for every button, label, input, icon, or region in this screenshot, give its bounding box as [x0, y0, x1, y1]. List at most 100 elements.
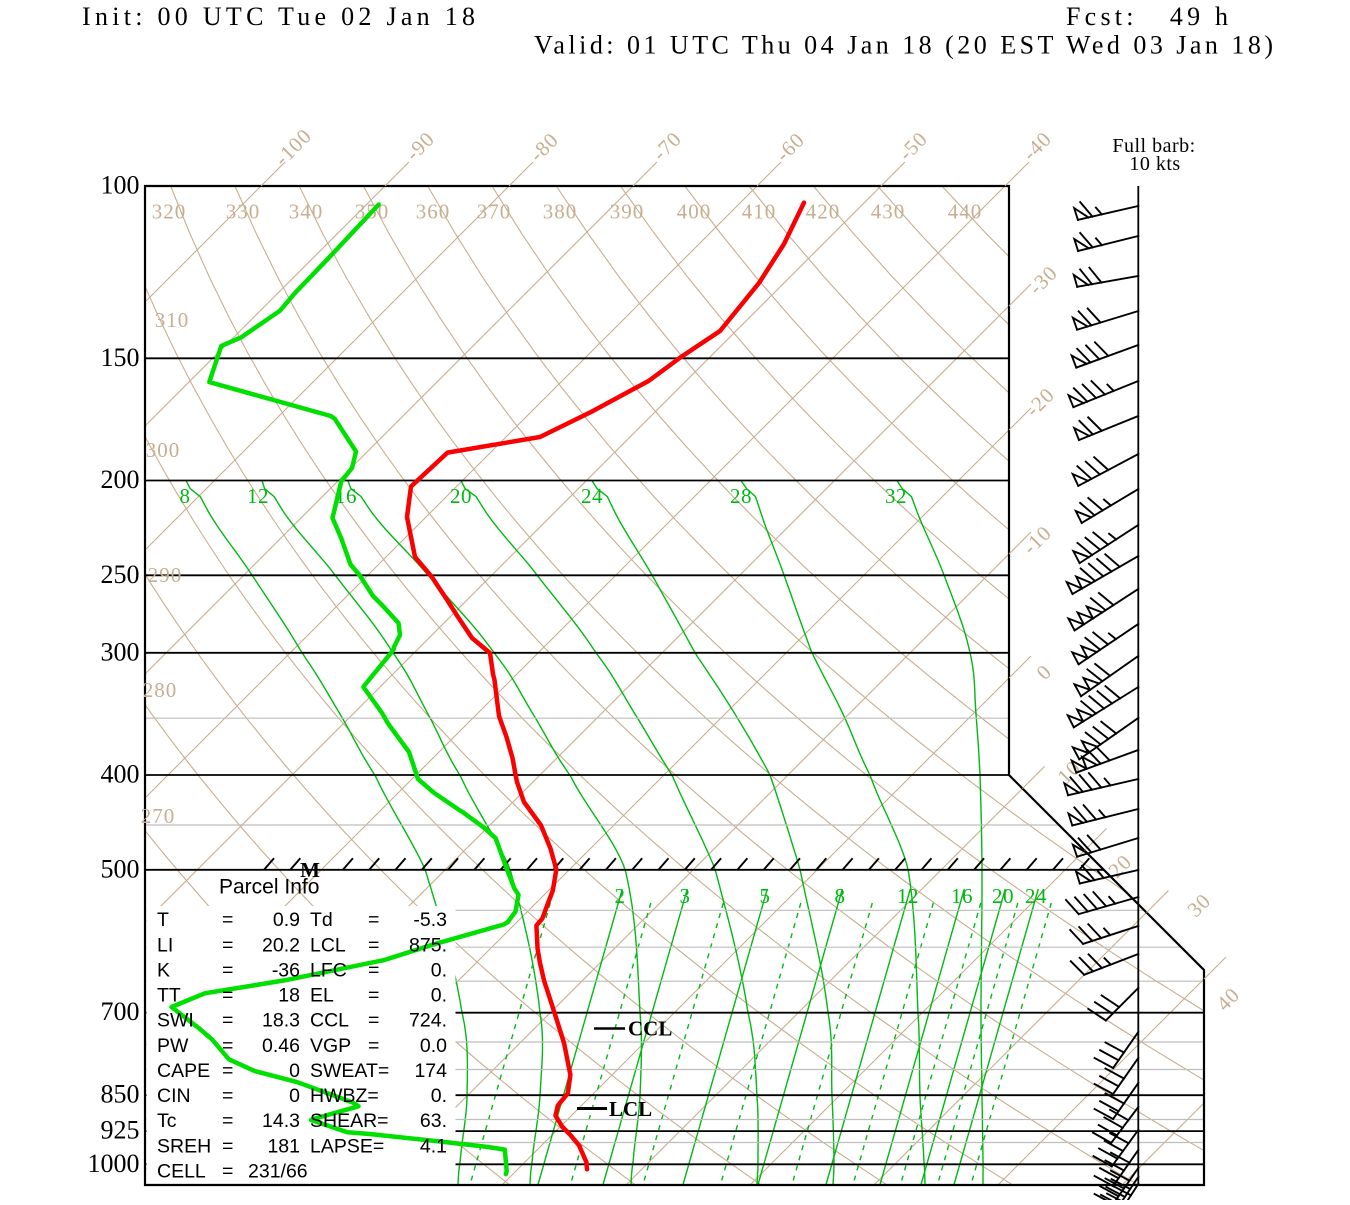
svg-text:0.: 0.: [431, 960, 447, 982]
svg-text:340: 340: [289, 200, 324, 224]
svg-text:320: 320: [152, 200, 187, 224]
svg-text:380: 380: [543, 200, 578, 224]
svg-text:420: 420: [806, 200, 841, 224]
svg-text:-36: -36: [272, 960, 300, 982]
svg-text:150: 150: [101, 343, 140, 372]
svg-text:=: =: [222, 934, 233, 956]
svg-text:360: 360: [416, 200, 451, 224]
svg-text:400: 400: [677, 200, 712, 224]
svg-text:Init: 00 UTC Tue 02 Jan 18: Init: 00 UTC Tue 02 Jan 18: [82, 2, 475, 31]
svg-text:12: 12: [897, 884, 919, 908]
svg-text:300: 300: [101, 637, 140, 666]
svg-text:20: 20: [992, 884, 1014, 908]
svg-text:500: 500: [101, 854, 140, 883]
svg-text:174: 174: [414, 1060, 447, 1082]
svg-text:181: 181: [267, 1135, 300, 1157]
svg-text:CAPE: CAPE: [157, 1060, 210, 1082]
svg-text:0.9: 0.9: [273, 909, 300, 931]
svg-text:=: =: [368, 1035, 379, 1057]
svg-text:20.2: 20.2: [262, 934, 300, 956]
svg-text:=: =: [368, 1010, 379, 1032]
svg-text:8: 8: [180, 484, 191, 508]
svg-text:M: M: [300, 858, 320, 882]
svg-text:=: =: [368, 960, 379, 982]
svg-text:SREH: SREH: [157, 1135, 211, 1157]
svg-text:=: =: [222, 1161, 233, 1183]
svg-text:Parcel Info: Parcel Info: [219, 876, 319, 899]
svg-text:0.: 0.: [431, 985, 447, 1007]
svg-text:CCL: CCL: [628, 1017, 672, 1041]
svg-text:2: 2: [615, 884, 626, 908]
svg-text:0.46: 0.46: [262, 1035, 300, 1057]
svg-text:0.: 0.: [431, 1085, 447, 1107]
svg-text:925: 925: [101, 1116, 140, 1145]
svg-text:=: =: [222, 960, 233, 982]
svg-text:280: 280: [143, 678, 178, 702]
svg-text:100: 100: [101, 171, 140, 200]
svg-text:Valid: 01 UTC Thu 04 Jan 18 (2: Valid: 01 UTC Thu 04 Jan 18 (20 EST Wed …: [534, 31, 1273, 60]
svg-text:18.3: 18.3: [262, 1010, 300, 1032]
svg-text:HWBZ=: HWBZ=: [310, 1085, 379, 1107]
svg-text:0.0: 0.0: [420, 1035, 447, 1057]
svg-text:875.: 875.: [409, 934, 447, 956]
svg-text:LFC: LFC: [310, 960, 347, 982]
svg-text:1000: 1000: [88, 1149, 140, 1178]
svg-text:=: =: [222, 985, 233, 1007]
svg-text:5: 5: [760, 884, 771, 908]
svg-text:Full barb:: Full barb:: [1112, 135, 1195, 157]
svg-text:EL: EL: [310, 985, 334, 1007]
svg-text:16: 16: [951, 884, 973, 908]
svg-text:270: 270: [141, 804, 176, 828]
svg-text:850: 850: [101, 1080, 140, 1109]
svg-text:LAPSE=: LAPSE=: [310, 1135, 384, 1157]
svg-text:T: T: [157, 909, 169, 931]
svg-text:410: 410: [742, 200, 777, 224]
svg-text:724.: 724.: [409, 1010, 447, 1032]
svg-text:PW: PW: [157, 1035, 189, 1057]
svg-text:=: =: [222, 1085, 233, 1107]
svg-text:310: 310: [155, 308, 190, 332]
svg-text:CIN: CIN: [157, 1085, 191, 1107]
svg-text:290: 290: [148, 563, 183, 587]
svg-text:SWEAT=: SWEAT=: [310, 1060, 389, 1082]
svg-text:=: =: [222, 909, 233, 931]
svg-text:32: 32: [885, 484, 907, 508]
svg-text:24: 24: [1025, 884, 1047, 908]
svg-text:=: =: [222, 1135, 233, 1157]
svg-text:=: =: [368, 909, 379, 931]
svg-text:20: 20: [450, 484, 472, 508]
svg-text:8: 8: [835, 884, 846, 908]
svg-text:TT: TT: [157, 985, 181, 1007]
svg-text:700: 700: [101, 997, 140, 1026]
svg-text:231/66: 231/66: [248, 1161, 308, 1183]
svg-text:4.1: 4.1: [420, 1135, 447, 1157]
svg-text:440: 440: [948, 200, 983, 224]
svg-text:VGP: VGP: [310, 1035, 351, 1057]
svg-text:=: =: [222, 1110, 233, 1132]
svg-text:3: 3: [680, 884, 691, 908]
svg-text:=: =: [368, 934, 379, 956]
svg-text:=: =: [222, 1010, 233, 1032]
svg-text:CCL: CCL: [310, 1010, 349, 1032]
svg-text:63.: 63.: [420, 1110, 447, 1132]
svg-text:CELL: CELL: [157, 1161, 206, 1183]
svg-text:=: =: [222, 1060, 233, 1082]
svg-text:0: 0: [289, 1060, 300, 1082]
svg-text:18: 18: [278, 985, 300, 1007]
svg-text:=: =: [222, 1035, 233, 1057]
svg-text:LCL: LCL: [609, 1097, 652, 1121]
svg-text:K: K: [157, 960, 170, 982]
svg-text:400: 400: [101, 760, 140, 789]
svg-text:330: 330: [226, 200, 261, 224]
svg-text:300: 300: [146, 438, 181, 462]
svg-text:370: 370: [477, 200, 512, 224]
svg-text:SHEAR=: SHEAR=: [310, 1110, 389, 1132]
svg-text:10 kts: 10 kts: [1129, 153, 1180, 175]
svg-text:Td: Td: [310, 909, 333, 931]
svg-text:390: 390: [610, 200, 645, 224]
svg-text:28: 28: [730, 484, 752, 508]
svg-text:Tc: Tc: [157, 1110, 177, 1132]
svg-text:-5.3: -5.3: [413, 909, 447, 931]
svg-text:24: 24: [581, 484, 603, 508]
svg-text:250: 250: [101, 560, 140, 589]
